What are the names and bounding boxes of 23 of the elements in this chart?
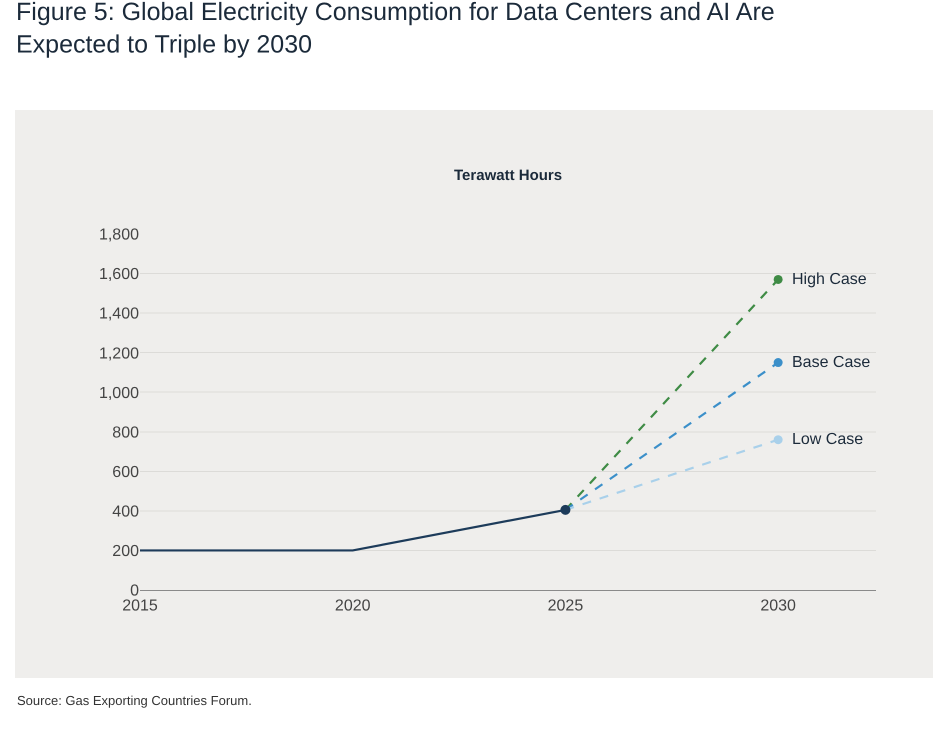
x-tick-label: 2020 xyxy=(334,597,371,614)
y-tick-label: 600 xyxy=(112,464,140,481)
y-tick-label: 1,600 xyxy=(98,266,140,284)
source-note: Source: Gas Exporting Countries Forum. xyxy=(17,693,252,708)
y-tick-label: 1,400 xyxy=(98,306,140,323)
point xyxy=(774,358,783,368)
point xyxy=(774,274,783,284)
series-label: High Case xyxy=(792,271,867,288)
y-tick-label: 1,200 xyxy=(98,345,140,362)
chart-title: Figure 5: Global Electricity Consumption for Data Centers and AI Are Expected to Triple by 2030 xyxy=(16,0,775,58)
x-tick-label: 2030 xyxy=(760,597,796,614)
y-tick-label: 800 xyxy=(112,424,140,442)
series-label: Low Case xyxy=(792,431,864,448)
point xyxy=(774,435,783,444)
y-tick-label: 1,000 xyxy=(98,384,140,402)
y-tick-label: 400 xyxy=(112,503,140,520)
y-tick-label: 200 xyxy=(112,543,140,560)
y-tick-label: 0 xyxy=(130,582,140,600)
x-tick-label: 2025 xyxy=(548,597,584,614)
y-axis-title: Terawatt Hours xyxy=(454,167,562,184)
y-tick-label: 1,800 xyxy=(98,226,140,244)
x-tick-label: 2015 xyxy=(122,597,158,614)
series-label: Base Case xyxy=(792,354,870,371)
